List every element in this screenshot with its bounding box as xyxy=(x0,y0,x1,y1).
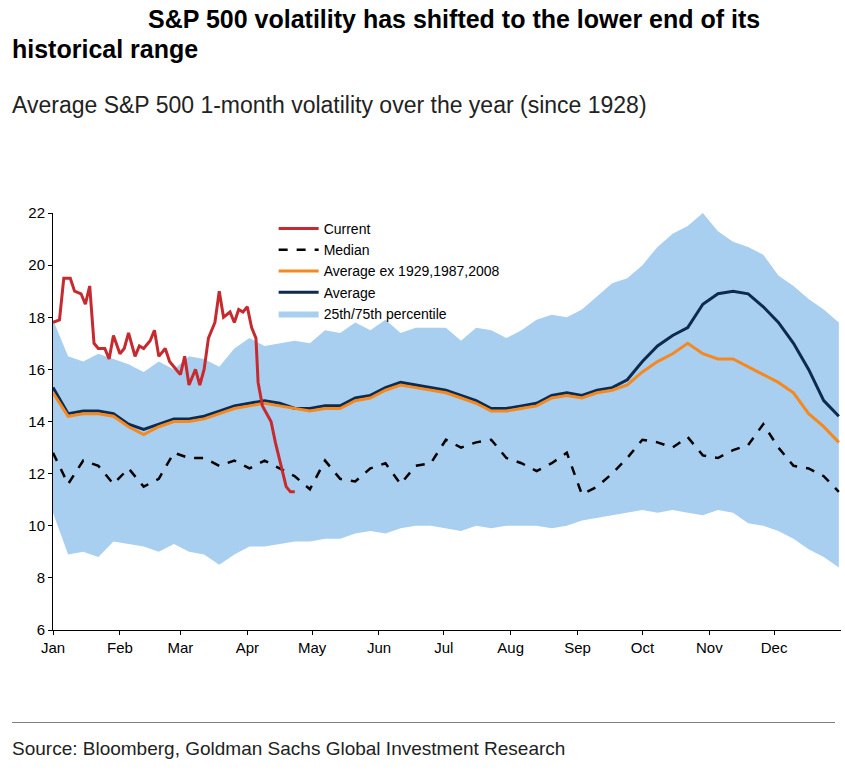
svg-text:Feb: Feb xyxy=(107,639,133,656)
svg-text:Oct: Oct xyxy=(631,639,655,656)
svg-text:20: 20 xyxy=(28,256,45,273)
html-text:Average S&P 500 1-month volati: Average S&P 500 1-month volatility over … xyxy=(12,92,647,118)
svg-text:Jun: Jun xyxy=(367,639,391,656)
svg-text:Apr: Apr xyxy=(236,639,259,656)
svg-text:12: 12 xyxy=(28,465,45,482)
svg-text:25th/75th percentile: 25th/75th percentile xyxy=(324,306,447,322)
svg-text:Sep: Sep xyxy=(564,639,591,656)
svg-text:16: 16 xyxy=(28,361,45,378)
svg-text:Current: Current xyxy=(324,221,371,237)
svg-text:Dec: Dec xyxy=(761,639,788,656)
svg-text:Jan: Jan xyxy=(41,639,65,656)
svg-text:May: May xyxy=(298,639,327,656)
svg-text:Average: Average xyxy=(324,285,376,301)
svg-text:22: 22 xyxy=(28,204,45,221)
html-text:S&P 500 volatility has shifted: S&P 500 volatility has shifted to the lo… xyxy=(12,5,761,63)
svg-text:10: 10 xyxy=(28,517,45,534)
svg-text:Median: Median xyxy=(324,242,370,258)
svg-text:18: 18 xyxy=(28,309,45,326)
svg-text:14: 14 xyxy=(28,413,45,430)
svg-text:Aug: Aug xyxy=(497,639,524,656)
svg-text:Average ex 1929,1987,2008: Average ex 1929,1987,2008 xyxy=(324,263,500,279)
svg-text:Nov: Nov xyxy=(696,639,723,656)
svg-text:Mar: Mar xyxy=(167,639,193,656)
svg-text:8: 8 xyxy=(37,569,45,586)
svg-text:6: 6 xyxy=(37,621,45,638)
html-text:Source: Bloomberg, Goldman Sac: Source: Bloomberg, Goldman Sachs Global … xyxy=(12,738,566,759)
svg-text:Jul: Jul xyxy=(434,639,453,656)
